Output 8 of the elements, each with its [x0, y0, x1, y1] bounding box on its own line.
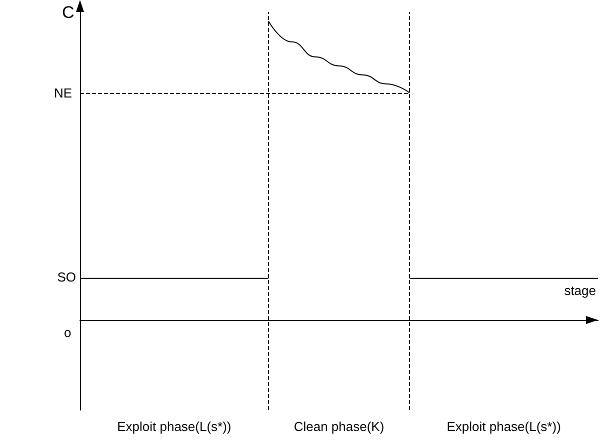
y-axis-title: C — [62, 3, 74, 22]
x-tick-label: Clean phase(K) — [294, 419, 384, 434]
x-tick-label: Exploit phase(L(s*)) — [117, 419, 232, 434]
text: SO — [57, 269, 76, 284]
x-tick-label: Exploit phase(L(s*)) — [446, 419, 561, 434]
text: o — [64, 325, 72, 340]
x-axis-title: stage — [564, 283, 596, 298]
ref-line-label: NE — [54, 85, 72, 100]
